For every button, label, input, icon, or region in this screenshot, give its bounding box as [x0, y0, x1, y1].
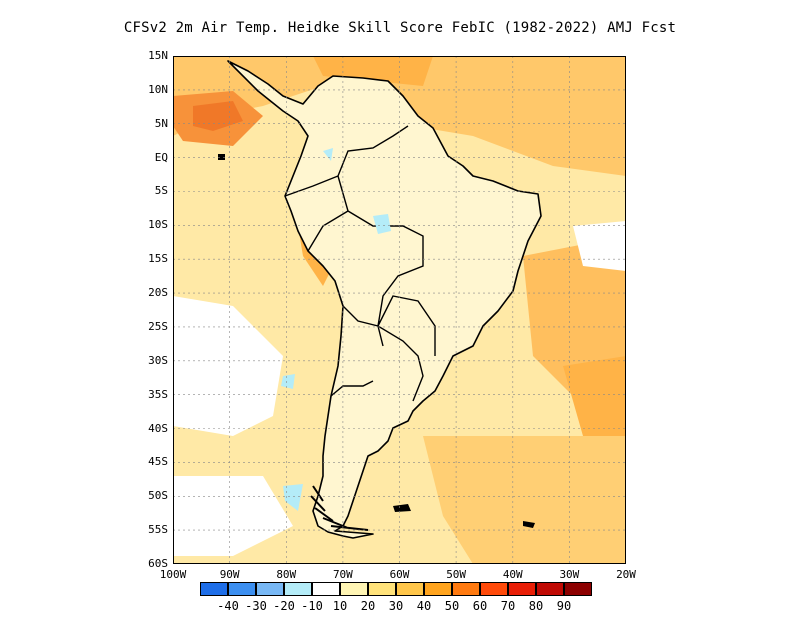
lat-label: 45S	[148, 455, 168, 469]
lat-label: 35S	[148, 387, 168, 401]
lat-label: 50S	[148, 489, 168, 503]
lat-label: 5N	[154, 116, 168, 130]
lat-label: 25S	[148, 319, 168, 333]
field-cyan-southpacific	[283, 484, 303, 511]
lat-label: 15S	[148, 252, 168, 266]
field-cyan-bolivia	[373, 214, 391, 234]
border-lines	[284, 125, 436, 402]
colorbar-swatch	[312, 582, 340, 596]
colorbar-label: 10	[332, 599, 348, 613]
lat-label: 15N	[148, 49, 168, 62]
colorbar-label: 80	[528, 599, 544, 613]
island-falklands	[393, 504, 411, 512]
field-cyan-amazon	[323, 148, 333, 161]
colorbar-label: 60	[472, 599, 488, 613]
lat-label: 30S	[148, 353, 168, 367]
lat-label: 55S	[148, 523, 168, 537]
tierra-del-fuego	[310, 485, 369, 531]
lon-label: 50W	[446, 568, 467, 581]
lat-label: 60S	[148, 557, 168, 570]
field-orange-southeast	[563, 356, 626, 436]
lon-label: 40W	[502, 568, 523, 581]
colorbar-label: 90	[556, 599, 572, 613]
field-redorange-nw	[193, 101, 243, 131]
island-galapagos	[218, 154, 225, 160]
lon-label: 70W	[332, 568, 353, 581]
field-orange-top-mid	[313, 56, 433, 86]
colorbar-swatch	[424, 582, 452, 596]
colorbar-swatch	[340, 582, 368, 596]
colorbar-label: 40	[416, 599, 432, 613]
field-orange-east	[523, 236, 626, 396]
colorbar-label: -20	[273, 599, 295, 613]
colorbar-label: 70	[500, 599, 516, 613]
lon-label: 20W	[616, 568, 636, 581]
colorbar-swatch	[200, 582, 228, 596]
lat-label: 10N	[148, 82, 168, 96]
colorbar-label: -40	[217, 599, 239, 613]
map-frame	[173, 56, 626, 564]
field-white-atlantic	[573, 221, 626, 271]
colorbar-label: 30	[388, 599, 404, 613]
field-orange-south-ocean	[423, 436, 626, 564]
colorbar-swatch	[228, 582, 256, 596]
land-south-america	[227, 60, 542, 539]
chart-title: CFSv2 2m Air Temp. Heidke Skill Score Fe…	[123, 20, 677, 36]
colorbar-label: -10	[301, 599, 323, 613]
colorbar-swatch	[536, 582, 564, 596]
colorbar-label: -30	[245, 599, 267, 613]
colorbar-swatch	[396, 582, 424, 596]
lat-label: 20S	[148, 286, 168, 300]
lat-label: EQ	[154, 150, 168, 164]
colorbar-swatch	[564, 582, 592, 596]
lon-label: 80W	[276, 568, 297, 581]
colorbar-swatch	[368, 582, 396, 596]
colorbar-swatch	[256, 582, 284, 596]
lon-label: 100W	[159, 568, 187, 581]
skill-score-map	[173, 56, 626, 564]
lon-label: 30W	[559, 568, 580, 581]
lon-label: 60W	[389, 568, 410, 581]
colorbar-label: 20	[360, 599, 376, 613]
island-south-georgia	[523, 521, 535, 528]
colorbar-swatch	[508, 582, 536, 596]
colorbar-label: 50	[444, 599, 460, 613]
colorbar-swatch	[452, 582, 480, 596]
field-white-southwest	[173, 296, 283, 436]
colorbar-swatch	[480, 582, 508, 596]
lat-label: 40S	[148, 421, 168, 435]
lat-label: 5S	[154, 184, 168, 198]
colorbar-swatch	[284, 582, 312, 596]
lat-lon-grid	[173, 56, 626, 564]
lat-label: 10S	[148, 218, 168, 232]
field-cyan-pacific	[281, 374, 295, 389]
lon-label: 90W	[219, 568, 240, 581]
